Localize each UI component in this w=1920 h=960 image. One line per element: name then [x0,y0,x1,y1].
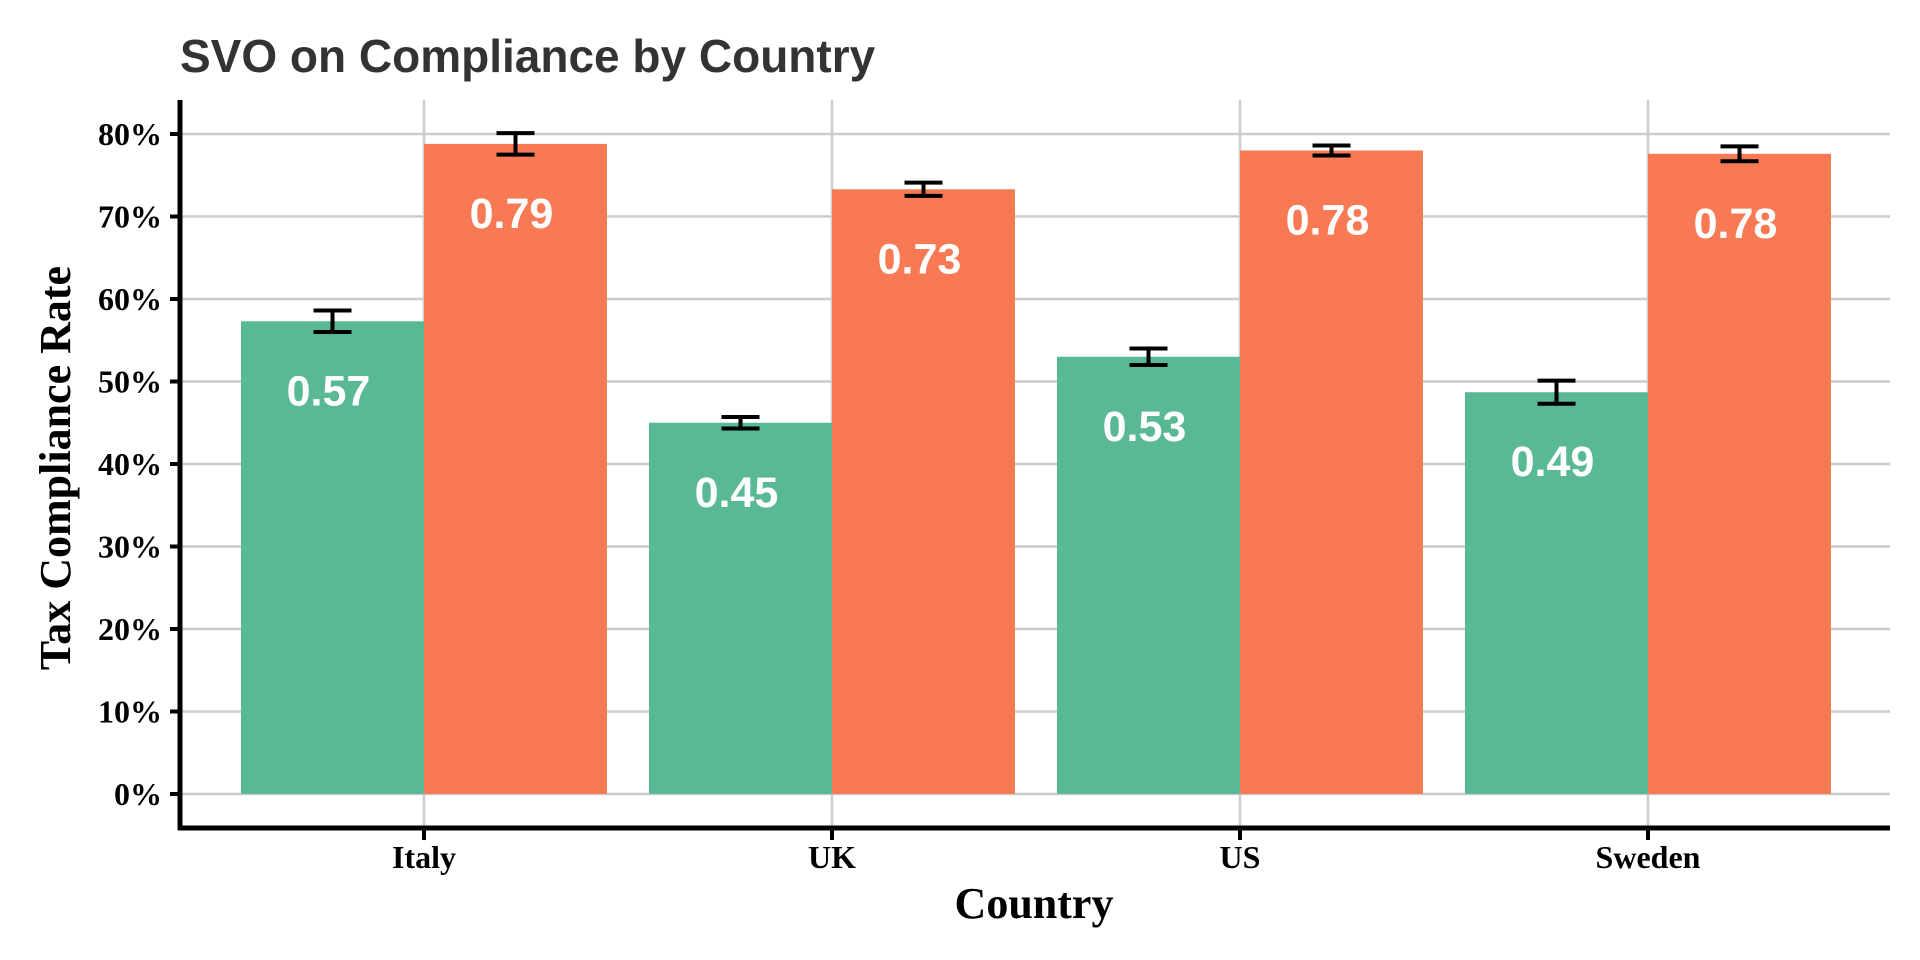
y-tick-label: 30% [98,529,162,565]
bar-value-label: 0.78 [1286,197,1370,245]
bar [1057,356,1240,794]
bar-value-label: 0.45 [695,469,779,517]
chart-title: SVO on Compliance by Country [180,30,876,82]
bar [649,422,832,794]
bar-value-label: 0.78 [1694,200,1778,248]
y-tick-label: 40% [98,446,162,482]
bars [241,143,1831,795]
error-bars [313,131,1759,431]
y-tick-label: 60% [98,281,162,317]
x-tick-label: Italy [392,839,456,875]
y-tick-label: 80% [98,116,162,152]
y-tick-label: 20% [98,611,162,647]
y-tick-label: 50% [98,364,162,400]
bar [832,189,1015,794]
x-axis-title: Country [955,879,1114,928]
bar [241,321,424,794]
bar-value-label: 0.57 [287,367,371,415]
y-tick-label: 70% [98,199,162,235]
bar-value-label: 0.73 [878,235,962,283]
y-tick-label: 10% [98,694,162,730]
bar-value-label: 0.79 [470,190,554,238]
y-tick-label: 0% [114,776,162,812]
axes [170,100,1890,840]
bar-value-labels: 0.57 0.45 0.53 0.49 0.79 0.73 0.78 0.78 [287,190,1778,517]
x-tick-label: UK [808,839,856,875]
x-tick-label: US [1220,839,1261,875]
bar-value-label: 0.53 [1103,403,1187,451]
bar [1648,153,1831,795]
bar [1240,150,1423,794]
x-tick-labels: Italy UK US Sweden [392,839,1701,875]
y-tick-labels: 0% 10% 20% 30% 40% 50% 60% 70% 80% [98,116,162,812]
x-tick-label: Sweden [1596,839,1701,875]
bar [1465,392,1648,794]
bar-value-label: 0.49 [1511,438,1595,486]
bar [424,143,607,794]
y-axis-title: Tax Compliance Rate [31,266,80,670]
